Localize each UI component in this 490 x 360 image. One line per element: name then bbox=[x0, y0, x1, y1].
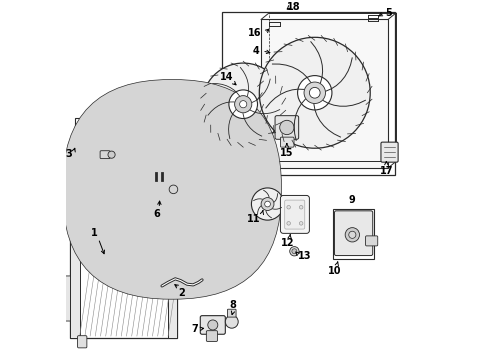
FancyBboxPatch shape bbox=[275, 116, 299, 139]
Circle shape bbox=[251, 188, 284, 220]
Text: 7: 7 bbox=[191, 324, 198, 334]
Circle shape bbox=[225, 315, 238, 328]
Bar bbox=[261, 19, 388, 168]
Circle shape bbox=[349, 231, 356, 238]
Circle shape bbox=[202, 63, 284, 145]
Circle shape bbox=[290, 247, 299, 256]
Bar bbox=[222, 12, 395, 175]
Circle shape bbox=[261, 198, 274, 211]
Circle shape bbox=[304, 82, 325, 104]
Circle shape bbox=[292, 249, 297, 254]
Text: 18: 18 bbox=[287, 2, 300, 12]
FancyBboxPatch shape bbox=[100, 151, 110, 159]
FancyBboxPatch shape bbox=[280, 195, 309, 233]
FancyBboxPatch shape bbox=[151, 179, 171, 200]
Text: 15: 15 bbox=[280, 148, 294, 158]
FancyBboxPatch shape bbox=[200, 316, 225, 334]
FancyBboxPatch shape bbox=[63, 276, 72, 321]
FancyBboxPatch shape bbox=[285, 200, 305, 229]
Text: 10: 10 bbox=[328, 266, 342, 275]
Text: 13: 13 bbox=[298, 251, 312, 261]
FancyBboxPatch shape bbox=[77, 336, 87, 348]
Bar bbox=[75, 118, 123, 161]
Circle shape bbox=[240, 101, 247, 108]
Bar bbox=[70, 238, 80, 338]
Text: 11: 11 bbox=[247, 214, 260, 224]
Text: 6: 6 bbox=[153, 209, 160, 219]
Circle shape bbox=[169, 185, 178, 194]
FancyBboxPatch shape bbox=[335, 211, 373, 256]
Text: 2: 2 bbox=[178, 288, 185, 298]
Circle shape bbox=[208, 320, 218, 330]
Text: 4: 4 bbox=[252, 46, 259, 56]
Circle shape bbox=[309, 87, 320, 98]
Text: 16: 16 bbox=[248, 28, 262, 38]
Text: 14: 14 bbox=[220, 72, 234, 82]
Text: 5: 5 bbox=[386, 8, 392, 18]
Circle shape bbox=[280, 120, 294, 135]
Bar bbox=[333, 209, 374, 259]
Text: 9: 9 bbox=[349, 195, 356, 205]
FancyBboxPatch shape bbox=[366, 236, 378, 246]
FancyBboxPatch shape bbox=[227, 309, 236, 317]
Circle shape bbox=[297, 76, 332, 110]
Circle shape bbox=[229, 90, 258, 118]
FancyBboxPatch shape bbox=[280, 137, 294, 147]
Circle shape bbox=[287, 206, 291, 209]
FancyBboxPatch shape bbox=[381, 142, 398, 162]
FancyBboxPatch shape bbox=[206, 331, 218, 341]
Circle shape bbox=[265, 201, 270, 207]
Text: 1: 1 bbox=[91, 228, 98, 238]
Bar bbox=[70, 238, 177, 338]
Text: 17: 17 bbox=[380, 166, 393, 176]
Circle shape bbox=[287, 221, 291, 225]
Circle shape bbox=[345, 228, 360, 242]
Circle shape bbox=[108, 151, 115, 158]
Text: 8: 8 bbox=[230, 300, 237, 310]
Text: 12: 12 bbox=[281, 238, 294, 248]
FancyBboxPatch shape bbox=[63, 80, 281, 299]
Text: 3: 3 bbox=[66, 149, 73, 159]
Circle shape bbox=[299, 221, 303, 225]
Circle shape bbox=[235, 96, 252, 113]
Bar bbox=[168, 238, 177, 338]
Circle shape bbox=[299, 206, 303, 209]
Circle shape bbox=[259, 37, 370, 148]
